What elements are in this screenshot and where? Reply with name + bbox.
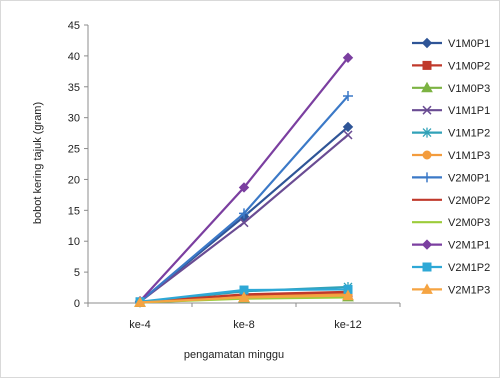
data-point-v2m1p3 — [134, 296, 146, 307]
legend-item-v2m0p2: V2M0P2 — [412, 195, 490, 207]
legend-swatch-marker — [422, 127, 432, 138]
x-tick-label: ke-8 — [233, 319, 254, 331]
data-point-v2m1p1 — [342, 52, 354, 63]
legend-item-v1m1p3: V1M1P3 — [412, 150, 490, 162]
y-tick-label: 45 — [68, 20, 80, 32]
x-tick-label: ke-12 — [334, 319, 362, 331]
legend-item-v2m0p3: V2M0P3 — [412, 217, 490, 229]
legend-label: V1M1P1 — [448, 105, 490, 117]
y-axis-title: bobot kering tajuk (gram) — [32, 102, 44, 224]
data-point-v1m1p1 — [239, 218, 249, 228]
x-axis-title: pengamatan minggu — [184, 349, 284, 361]
data-point-v2m0p1 — [239, 208, 249, 219]
legend-item-v1m1p2: V1M1P2 — [412, 127, 490, 140]
legend-swatch-marker — [422, 60, 432, 70]
legend-label: V1M1P2 — [448, 128, 490, 140]
legend-item-v2m1p1: V2M1P1 — [412, 239, 490, 252]
y-tick-label: 25 — [68, 144, 80, 156]
legend-label: V1M0P1 — [448, 38, 490, 50]
y-tick-label: 35 — [68, 82, 80, 94]
y-tick-label: 0 — [74, 298, 80, 310]
data-point-v2m0p1 — [343, 91, 353, 102]
legend-label: V2M0P1 — [448, 172, 490, 184]
x-tick-label: ke-4 — [129, 319, 150, 331]
data-point-v1m0p1 — [342, 121, 354, 133]
legend-item-v2m1p3: V2M1P3 — [412, 283, 490, 296]
y-tick-label: 30 — [68, 113, 80, 125]
legend-label: V1M1P3 — [448, 150, 490, 162]
y-tick-label: 20 — [68, 174, 80, 186]
y-tick-label: 10 — [68, 236, 80, 248]
legend-item-v2m1p2: V2M1P2 — [412, 262, 490, 274]
legend-swatch-marker — [421, 239, 433, 250]
y-tick-label: 40 — [68, 51, 80, 63]
legend-swatch-marker — [422, 172, 432, 183]
y-tick-label: 15 — [68, 205, 80, 217]
legend-item-v1m0p2: V1M0P2 — [412, 60, 490, 72]
series-layer — [134, 52, 354, 308]
data-point-v2m1p3 — [238, 291, 250, 302]
legend-label: V2M0P2 — [448, 195, 490, 207]
legend-label: V1M0P2 — [448, 60, 490, 72]
legend-label: V1M0P3 — [448, 83, 490, 95]
legend-label: V2M0P3 — [448, 217, 490, 229]
legend-swatch-marker — [422, 150, 432, 160]
series-v2m1p3 — [134, 289, 354, 307]
legend-item-v1m1p1: V1M1P1 — [412, 105, 490, 117]
legend-swatch-marker — [421, 283, 433, 294]
legend-swatch-marker — [421, 37, 433, 49]
legend-swatch-marker — [421, 81, 433, 93]
data-point-v2m1p1 — [238, 182, 250, 193]
y-tick-label: 5 — [74, 267, 80, 279]
legend-item-v1m0p3: V1M0P3 — [412, 81, 490, 95]
legend: V1M0P1 V1M0P2 V1M0P3 V1M1P1 V1M1P2 V1M1P3 V2M0… — [412, 37, 490, 296]
data-point-v1m1p1 — [343, 130, 353, 140]
legend-item-v2m0p1: V2M0P1 — [412, 172, 490, 184]
legend-label: V2M1P1 — [448, 240, 490, 252]
legend-item-v1m0p1: V1M0P1 — [412, 37, 490, 50]
legend-swatch-marker — [422, 105, 432, 115]
legend-label: V2M1P2 — [448, 262, 490, 274]
legend-label: V2M1P3 — [448, 284, 490, 296]
data-point-v2m1p3 — [342, 289, 354, 301]
legend-swatch-marker — [422, 262, 432, 272]
